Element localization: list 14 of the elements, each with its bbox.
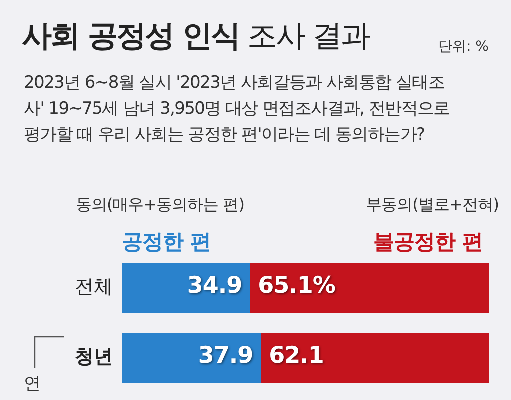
y-tick-label: 전체 — [75, 276, 113, 298]
text: 단위: % — [438, 39, 489, 55]
series-label: 공정한 편 — [122, 230, 211, 254]
y-tick-label: 청년 — [75, 346, 113, 368]
text: 부동의(별로+전혀) — [366, 195, 499, 214]
chart-subtitle: 2023년 6~8월 실시 '2023년 사회갈등과 사회통합 실태조사' 19~75세 남녀 3,950명 대상 면접조사결과, 전반적으로 평가할 때 우리 사회는 공정한 편'이라는 데 동의하는가? — [24, 73, 450, 145]
text: 동의(매우+동의하는 편) — [76, 195, 244, 214]
data-label: 65.1% — [258, 273, 336, 299]
data-label: 34.9 — [187, 273, 242, 299]
data-label: 37.9 — [198, 343, 254, 369]
chart-title: 사회 공정성 인식 조사 결과 — [22, 19, 370, 54]
data-label: 62.1 — [269, 343, 324, 369]
text: 연 — [24, 374, 41, 394]
series-label: 불공정한 편 — [374, 230, 483, 254]
